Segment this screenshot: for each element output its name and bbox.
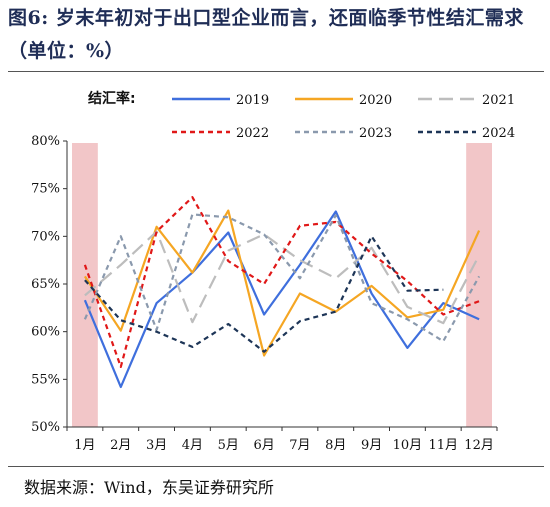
legend-title: 结汇率: <box>88 90 136 107</box>
figure-number: 图6: <box>8 7 49 29</box>
x-tick-label: 8月 <box>325 438 346 453</box>
y-tick-label: 60% <box>31 325 60 340</box>
x-tick-label: 2月 <box>110 438 131 453</box>
legend-label-2023: 2023 <box>359 126 392 141</box>
series-line-2022 <box>83 196 480 368</box>
x-tick-label: 10月 <box>393 438 423 453</box>
series-line-2019 <box>83 210 480 389</box>
legend-label-2022: 2022 <box>236 126 269 141</box>
legend-label-2021: 2021 <box>482 93 515 108</box>
y-tick-label: 75% <box>31 182 60 197</box>
highlight-band-12 <box>466 143 492 427</box>
x-tick-label: 7月 <box>289 438 310 453</box>
top-rule <box>8 71 544 72</box>
x-tick-label: 6月 <box>253 438 274 453</box>
title-text: 岁末年初对于出口型企业而言，还面临季节性结汇需求（单位：%） <box>8 7 524 62</box>
y-tick-label: 50% <box>31 420 60 435</box>
x-tick-label: 1月 <box>74 438 95 453</box>
y-tick-label: 55% <box>31 372 60 387</box>
series-line-2020 <box>83 209 481 357</box>
chart-title: 图6: 岁末年初对于出口型企业而言，还面临季节性结汇需求（单位：%） <box>8 2 544 68</box>
x-tick-label: 3月 <box>146 438 167 453</box>
x-tick-label: 11月 <box>428 438 458 453</box>
y-tick-label: 65% <box>31 277 60 292</box>
legend-label-2020: 2020 <box>359 93 392 108</box>
series-line-2021 <box>84 230 481 325</box>
legend-label-2024: 2024 <box>482 126 515 141</box>
y-tick-label: 70% <box>31 229 60 244</box>
x-tick-label: 12月 <box>464 438 494 453</box>
legend-label-2019: 2019 <box>236 93 269 108</box>
series-line-2023 <box>83 213 481 343</box>
bottom-rule <box>8 466 544 467</box>
source-note: 数据来源：Wind，东吴证券研究所 <box>24 478 274 497</box>
x-tick-label: 5月 <box>218 438 239 453</box>
series-line-2024 <box>84 235 444 353</box>
y-tick-label: 80% <box>31 134 60 149</box>
highlight-band-1 <box>72 143 98 427</box>
x-tick-label: 4月 <box>182 438 203 453</box>
x-tick-label: 9月 <box>361 438 382 453</box>
